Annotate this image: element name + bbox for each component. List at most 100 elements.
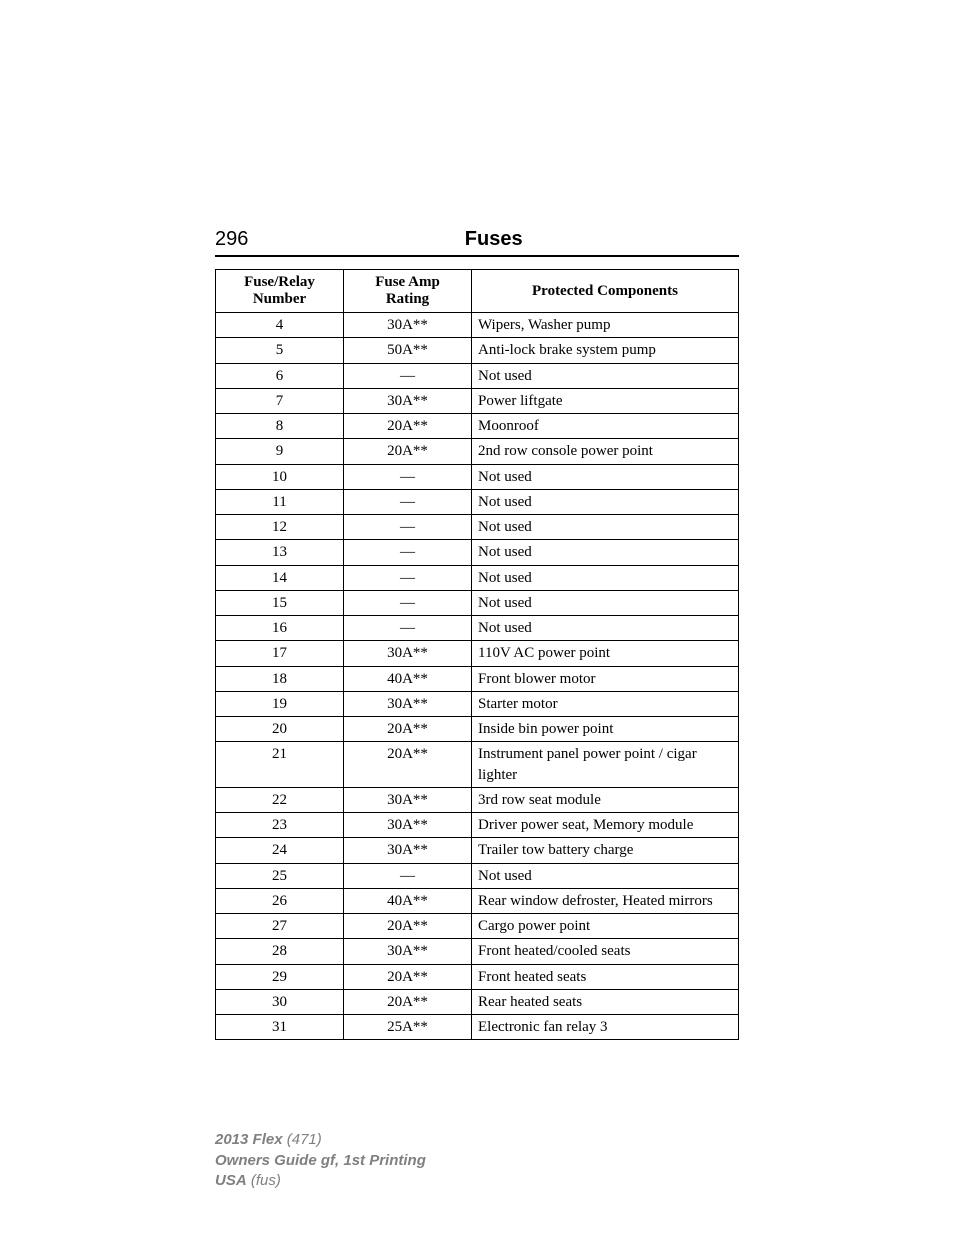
cell-components: Driver power seat, Memory module [472,813,739,838]
table-row: 1730A**110V AC power point [216,641,739,666]
footer-line-2: Owners Guide gf, 1st Printing [215,1151,426,1171]
table-row: 2230A**3rd row seat module [216,787,739,812]
table-row: 2330A**Driver power seat, Memory module [216,813,739,838]
table-row: 2640A**Rear window defroster, Heated mir… [216,888,739,913]
cell-components: Rear window defroster, Heated mirrors [472,888,739,913]
table-row: 2020A**Inside bin power point [216,717,739,742]
cell-fuse-number: 28 [216,939,344,964]
cell-amp-rating: — [344,616,472,641]
cell-components: Not used [472,590,739,615]
cell-fuse-number: 23 [216,813,344,838]
cell-components: Not used [472,565,739,590]
cell-components: Trailer tow battery charge [472,838,739,863]
footer-code: (471) [283,1131,322,1148]
cell-amp-rating: — [344,863,472,888]
cell-components: Anti-lock brake system pump [472,338,739,363]
cell-components: Starter motor [472,691,739,716]
cell-components: Not used [472,540,739,565]
table-row: 820A**Moonroof [216,414,739,439]
cell-amp-rating: — [344,515,472,540]
cell-amp-rating: 30A** [344,813,472,838]
cell-components: 3rd row seat module [472,787,739,812]
table-row: 920A**2nd row console power point [216,439,739,464]
cell-fuse-number: 6 [216,363,344,388]
table-row: 13—Not used [216,540,739,565]
cell-fuse-number: 4 [216,313,344,338]
cell-components: Not used [472,489,739,514]
table-row: 430A**Wipers, Washer pump [216,313,739,338]
table-body: 430A**Wipers, Washer pump550A**Anti-lock… [216,313,739,1040]
page-footer: 2013 Flex (471) Owners Guide gf, 1st Pri… [215,1130,426,1191]
table-row: 16—Not used [216,616,739,641]
col-header-amp-line1: Fuse AmpRating [375,274,440,307]
cell-components: Wipers, Washer pump [472,313,739,338]
cell-fuse-number: 10 [216,464,344,489]
cell-amp-rating: — [344,489,472,514]
cell-amp-rating: 40A** [344,888,472,913]
cell-fuse-number: 19 [216,691,344,716]
col-header-components: Protected Components [472,270,739,313]
cell-fuse-number: 22 [216,787,344,812]
cell-fuse-number: 29 [216,964,344,989]
cell-fuse-number: 15 [216,590,344,615]
cell-fuse-number: 31 [216,1015,344,1040]
cell-amp-rating: 30A** [344,313,472,338]
cell-fuse-number: 25 [216,863,344,888]
table-row: 2830A**Front heated/cooled seats [216,939,739,964]
cell-fuse-number: 17 [216,641,344,666]
cell-components: Front heated/cooled seats [472,939,739,964]
cell-fuse-number: 5 [216,338,344,363]
footer-region-code: (fus) [247,1172,281,1189]
cell-components: 110V AC power point [472,641,739,666]
table-row: 2430A**Trailer tow battery charge [216,838,739,863]
footer-region: USA [215,1172,247,1189]
cell-components: Cargo power point [472,914,739,939]
cell-amp-rating: 20A** [344,717,472,742]
cell-fuse-number: 26 [216,888,344,913]
page-title: Fuses [248,228,739,251]
table-row: 550A**Anti-lock brake system pump [216,338,739,363]
cell-fuse-number: 24 [216,838,344,863]
table-row: 25—Not used [216,863,739,888]
cell-amp-rating: 30A** [344,641,472,666]
cell-amp-rating: — [344,464,472,489]
table-row: 1930A**Starter motor [216,691,739,716]
cell-fuse-number: 11 [216,489,344,514]
table-row: 12—Not used [216,515,739,540]
table-row: 14—Not used [216,565,739,590]
cell-amp-rating: 30A** [344,691,472,716]
table-row: 2720A**Cargo power point [216,914,739,939]
table-row: 3020A**Rear heated seats [216,989,739,1014]
page-number: 296 [215,228,248,251]
table-row: 11—Not used [216,489,739,514]
cell-amp-rating: — [344,363,472,388]
cell-components: Not used [472,616,739,641]
cell-amp-rating: 40A** [344,666,472,691]
cell-amp-rating: 30A** [344,939,472,964]
cell-fuse-number: 14 [216,565,344,590]
cell-components: Instrument panel power point / cigar lig… [472,742,739,788]
table-row: 10—Not used [216,464,739,489]
cell-amp-rating: 25A** [344,1015,472,1040]
footer-model: 2013 Flex [215,1131,283,1148]
cell-amp-rating: 20A** [344,439,472,464]
cell-fuse-number: 27 [216,914,344,939]
cell-amp-rating: 30A** [344,787,472,812]
cell-fuse-number: 30 [216,989,344,1014]
cell-amp-rating: 50A** [344,338,472,363]
cell-fuse-number: 7 [216,388,344,413]
cell-components: Front blower motor [472,666,739,691]
col-header-components-label: Protected Components [532,283,678,299]
cell-components: Moonroof [472,414,739,439]
cell-components: Not used [472,464,739,489]
fuse-table: Fuse/RelayNumber Fuse AmpRating Protecte… [215,269,739,1040]
cell-components: Front heated seats [472,964,739,989]
table-row: 15—Not used [216,590,739,615]
table-row: 2920A**Front heated seats [216,964,739,989]
table-row: 6—Not used [216,363,739,388]
table-row: 3125A**Electronic fan relay 3 [216,1015,739,1040]
cell-amp-rating: 20A** [344,742,472,788]
cell-amp-rating: — [344,565,472,590]
cell-components: Not used [472,363,739,388]
cell-fuse-number: 16 [216,616,344,641]
